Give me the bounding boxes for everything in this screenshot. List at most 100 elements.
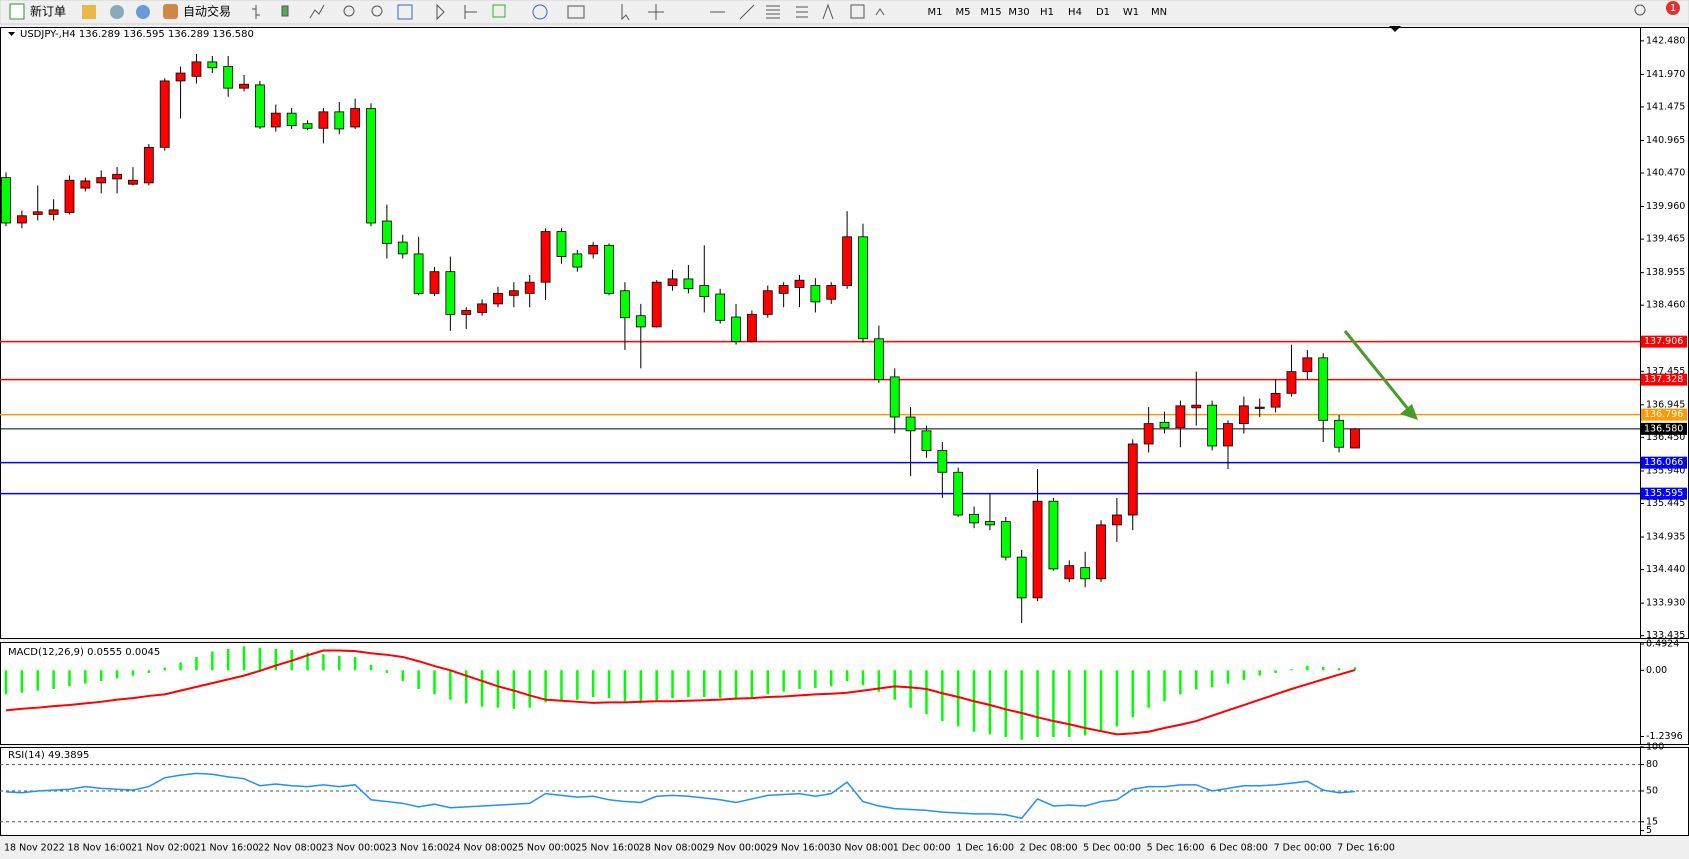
icon[interactable] bbox=[281, 5, 289, 17]
new-order-button[interactable]: 新订单 bbox=[9, 3, 66, 20]
candle-body bbox=[1143, 423, 1154, 445]
candle-body bbox=[1000, 521, 1011, 558]
auto-trading-label[interactable]: 自动交易 bbox=[183, 4, 231, 19]
icon[interactable] bbox=[739, 4, 755, 20]
candle-body bbox=[159, 80, 170, 148]
timeframe-button[interactable]: D1 bbox=[1096, 7, 1110, 18]
price-axis bbox=[1640, 27, 1689, 639]
timeframe-button[interactable]: H4 bbox=[1068, 7, 1082, 18]
timeframe-button[interactable]: M5 bbox=[956, 7, 971, 18]
candle-body bbox=[731, 316, 741, 342]
price-label: 136.066 bbox=[1644, 457, 1683, 468]
icon[interactable] bbox=[436, 3, 445, 21]
badge-count: 1 bbox=[1670, 3, 1676, 14]
candle-body bbox=[302, 123, 313, 129]
x-tick-label: 18 Nov 16:00 bbox=[67, 843, 131, 854]
candle-body bbox=[1080, 567, 1091, 580]
y-tick-label: 100 bbox=[1646, 742, 1664, 753]
candle-body bbox=[16, 215, 27, 224]
x-tick-label: 29 Nov 00:00 bbox=[702, 843, 766, 854]
candle-body bbox=[397, 241, 408, 255]
price-axis bbox=[1640, 642, 1689, 745]
candle-body bbox=[524, 281, 535, 294]
icon[interactable] bbox=[110, 5, 124, 19]
icon[interactable] bbox=[371, 5, 383, 17]
candle-body bbox=[32, 211, 43, 215]
x-tick-label: 5 Dec 00:00 bbox=[1083, 843, 1141, 854]
timeframe-button[interactable]: W1 bbox=[1123, 7, 1139, 18]
icon[interactable] bbox=[397, 4, 413, 20]
timeframe-button[interactable]: M30 bbox=[1008, 7, 1029, 18]
x-tick-label: 30 Nov 08:00 bbox=[829, 843, 893, 854]
timeframe-button[interactable]: H1 bbox=[1040, 7, 1054, 18]
candle-body bbox=[1159, 421, 1170, 428]
x-tick-label: 6 Dec 08:00 bbox=[1210, 843, 1268, 854]
icon[interactable] bbox=[82, 5, 96, 19]
price-label-box bbox=[1641, 335, 1687, 348]
icon[interactable] bbox=[343, 5, 355, 17]
icon[interactable] bbox=[850, 4, 865, 19]
notifications[interactable]: 1 bbox=[1666, 1, 1680, 15]
price-label-box bbox=[1641, 487, 1687, 500]
candle-body bbox=[604, 244, 614, 294]
y-tick-label: -1.2396 bbox=[1646, 731, 1683, 742]
icon[interactable] bbox=[621, 4, 630, 21]
candle-body bbox=[969, 513, 979, 524]
icon[interactable] bbox=[567, 5, 585, 19]
icon[interactable] bbox=[532, 4, 548, 20]
candle-body bbox=[175, 72, 186, 82]
x-tick-label: 2 Dec 08:00 bbox=[1020, 843, 1078, 854]
candle-body bbox=[746, 314, 757, 342]
x-tick-label: 1 Dec 00:00 bbox=[893, 843, 951, 854]
candle-body bbox=[48, 209, 59, 215]
icon[interactable] bbox=[796, 6, 808, 18]
y-tick-label: 140.470 bbox=[1646, 168, 1685, 179]
x-tick-label: 25 Nov 00:00 bbox=[512, 843, 576, 854]
candle-body bbox=[620, 290, 630, 319]
x-tick-label: 25 Nov 16:00 bbox=[575, 843, 639, 854]
price-label: 136.580 bbox=[1644, 423, 1683, 434]
candle-body bbox=[493, 292, 503, 305]
y-tick-label: 138.460 bbox=[1646, 300, 1685, 311]
candle-body bbox=[667, 278, 678, 286]
icon[interactable] bbox=[766, 5, 780, 19]
icon[interactable] bbox=[136, 5, 150, 19]
candle-body bbox=[255, 84, 265, 128]
icon[interactable] bbox=[648, 4, 664, 20]
icon[interactable] bbox=[875, 8, 885, 16]
timeframe-button[interactable]: M1 bbox=[928, 7, 943, 18]
y-tick-label: 50 bbox=[1646, 786, 1658, 797]
y-tick-label: 141.475 bbox=[1646, 101, 1685, 112]
y-tick-label: 137.455 bbox=[1646, 366, 1685, 377]
candle-body bbox=[1, 177, 11, 224]
candle-body bbox=[556, 231, 567, 257]
price-label-box bbox=[1641, 373, 1687, 386]
icon[interactable] bbox=[309, 4, 325, 19]
candle-body bbox=[1064, 565, 1075, 580]
icon[interactable] bbox=[252, 5, 260, 19]
toolbar: 新订单 自动交易 bbox=[0, 0, 1689, 25]
candle-body bbox=[572, 253, 583, 268]
candle-body bbox=[239, 83, 249, 89]
price-label-box bbox=[1641, 422, 1687, 435]
candle-body bbox=[350, 108, 361, 128]
candle-body bbox=[318, 111, 329, 129]
candle-body bbox=[889, 376, 900, 418]
icon[interactable] bbox=[464, 5, 477, 19]
candle-body bbox=[540, 231, 551, 283]
icon[interactable] bbox=[492, 4, 506, 18]
icon[interactable] bbox=[822, 3, 834, 20]
new-order-label[interactable]: 新订单 bbox=[30, 4, 66, 19]
timeframe-button[interactable]: MN bbox=[1151, 7, 1167, 18]
y-tick-label: 136.450 bbox=[1646, 432, 1685, 443]
candle-body bbox=[794, 279, 805, 288]
timeframe-button[interactable]: M15 bbox=[980, 7, 1001, 18]
auto-trading-button[interactable]: 自动交易 bbox=[163, 4, 231, 20]
candle-body bbox=[921, 430, 932, 451]
charts: 142.480 141.970 141.475 140.965 140.470 139.9… bbox=[0, 27, 1689, 854]
candle-body bbox=[1223, 423, 1233, 447]
y-tick-label: 0.00 bbox=[1646, 665, 1667, 676]
candle-body bbox=[810, 285, 821, 303]
icon[interactable] bbox=[1634, 4, 1646, 16]
